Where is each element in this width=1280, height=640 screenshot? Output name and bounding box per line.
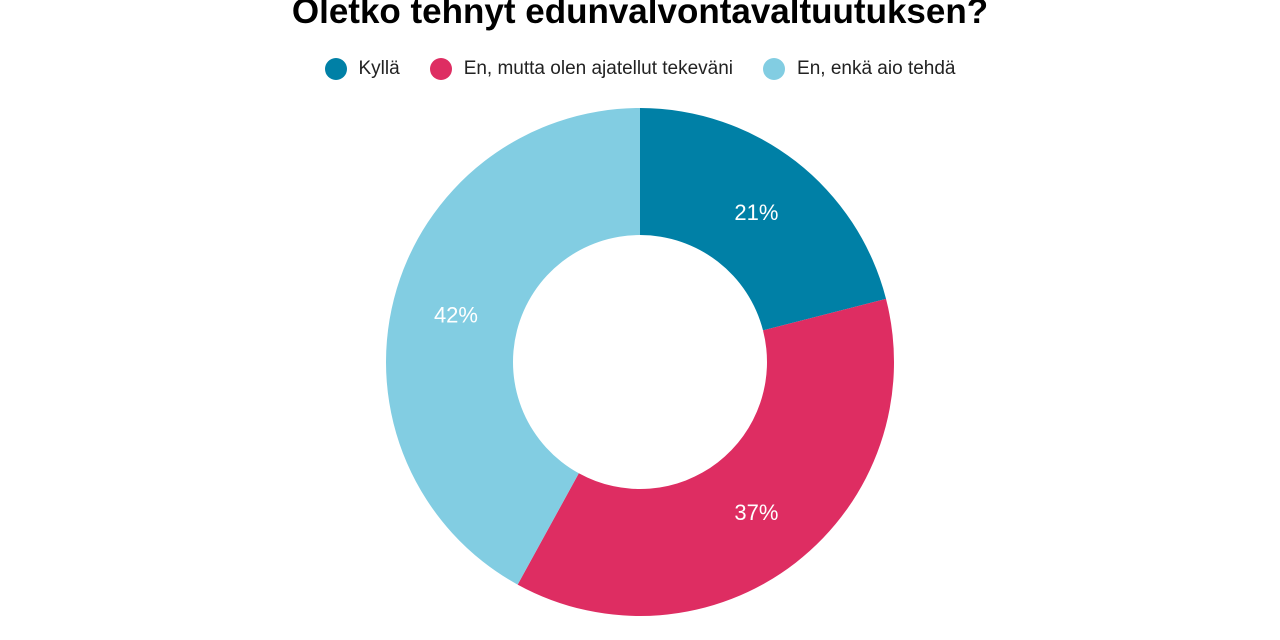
legend-item-1: En, mutta olen ajatellut tekeväni <box>429 58 734 80</box>
legend-label: Kyllä <box>358 58 400 79</box>
legend: Kyllä En, mutta olen ajatellut tekeväni … <box>0 58 1280 80</box>
legend-label: En, enkä aio tehdä <box>797 58 956 79</box>
legend-item-0: Kyllä <box>324 58 400 80</box>
legend-swatch <box>763 58 786 80</box>
legend-swatch <box>324 58 347 80</box>
legend-swatch <box>429 58 452 80</box>
legend-item-2: En, enkä aio tehdä <box>763 58 956 80</box>
slice-0 <box>640 108 887 331</box>
slice-label-2: 42% <box>434 303 478 328</box>
slice-label-1: 37% <box>734 500 778 525</box>
slice-2 <box>386 108 640 585</box>
slice-1 <box>517 298 895 617</box>
legend-label: En, mutta olen ajatellut tekeväni <box>463 58 734 79</box>
slice-label-0: 21% <box>734 200 778 225</box>
chart-title: Oletko tehnyt edunvalvontavaltuutuksen? <box>291 0 989 31</box>
